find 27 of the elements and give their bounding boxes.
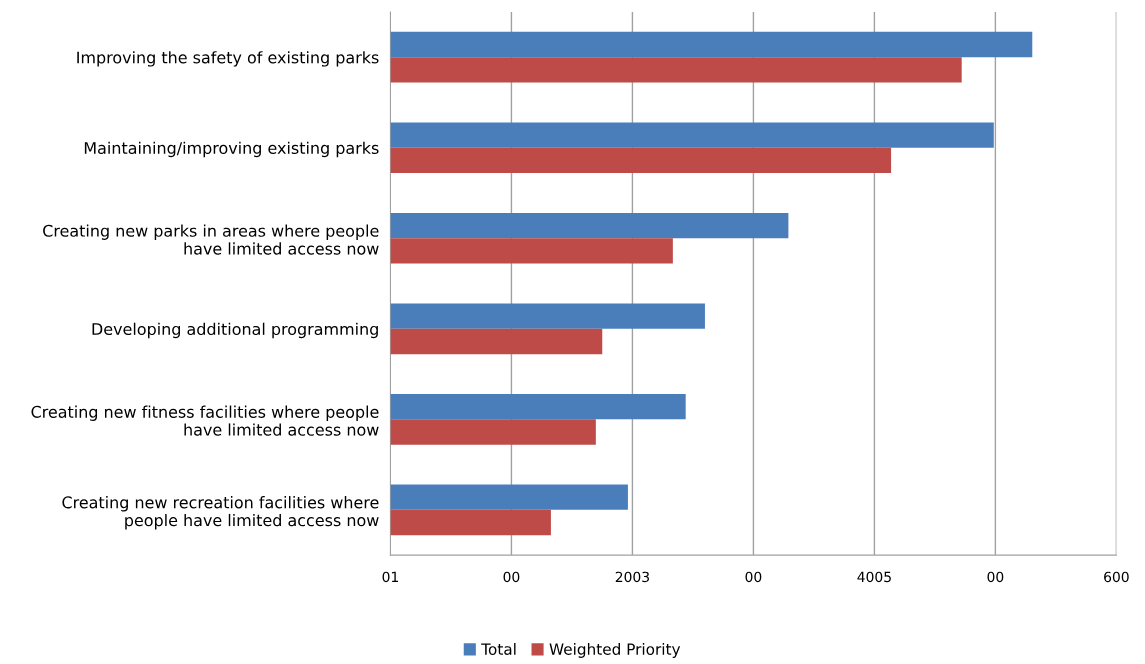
text: 00: [987, 571, 1004, 583]
bar: [390, 212, 789, 239]
y-tick-label: Developing additional programming: [92, 322, 378, 339]
legend-label: Weighted Priority: [549, 643, 681, 658]
text: 2003: [615, 571, 649, 583]
bar: [390, 419, 596, 445]
legend-label: Total: [481, 643, 516, 655]
y-tick-label: Creating new recreation facilities where people have limited access now: [62, 496, 379, 530]
text: 01: [382, 571, 398, 583]
bar: [390, 328, 603, 355]
y-tick-label: Creating new fitness facilities where people have limited access now: [31, 405, 379, 436]
bar: [390, 31, 1033, 58]
text: 4005: [857, 571, 891, 583]
text: 600: [1104, 571, 1129, 583]
bar: [390, 147, 892, 174]
bar: [390, 393, 686, 420]
bar: [390, 122, 994, 148]
bar: [390, 303, 705, 329]
bar: [390, 238, 673, 264]
y-tick-label: Improving the safety of existing parks: [77, 51, 379, 67]
text: 00: [745, 571, 762, 583]
bar: [390, 57, 962, 83]
y-tick-label: Creating new parks in areas where people have limited access now: [43, 224, 379, 255]
bar: [390, 484, 628, 510]
bar: [390, 509, 551, 536]
y-tick-label: Maintaining/improving existing parks: [84, 141, 379, 158]
text: 00: [503, 571, 520, 583]
